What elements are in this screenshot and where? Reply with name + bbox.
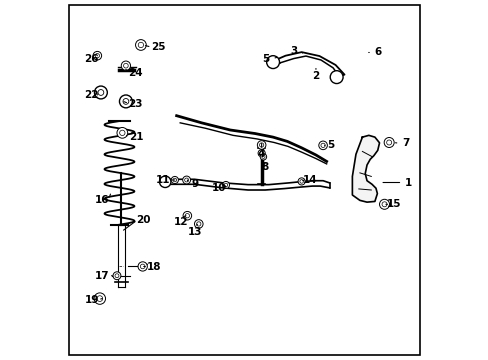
Circle shape	[121, 61, 130, 70]
Circle shape	[94, 293, 105, 304]
Circle shape	[266, 56, 279, 68]
Circle shape	[183, 176, 190, 184]
Circle shape	[138, 262, 147, 271]
Text: 1: 1	[405, 177, 411, 188]
Text: 5: 5	[262, 54, 269, 64]
Circle shape	[194, 220, 203, 228]
Circle shape	[135, 40, 146, 50]
Circle shape	[171, 176, 178, 184]
Text: 19: 19	[84, 295, 99, 305]
Text: 20: 20	[136, 215, 151, 225]
Circle shape	[123, 99, 128, 104]
Circle shape	[183, 211, 191, 220]
Text: 25: 25	[150, 42, 165, 52]
Text: 21: 21	[128, 132, 143, 142]
Circle shape	[95, 54, 99, 58]
Circle shape	[386, 140, 391, 145]
Text: 11: 11	[156, 175, 170, 185]
Circle shape	[257, 141, 265, 149]
Polygon shape	[352, 135, 379, 202]
Circle shape	[224, 183, 227, 187]
Text: 24: 24	[128, 68, 143, 78]
Text: 7: 7	[402, 138, 409, 148]
Circle shape	[97, 296, 102, 301]
Circle shape	[299, 180, 303, 183]
Text: 23: 23	[128, 99, 142, 109]
Text: 16: 16	[95, 195, 109, 204]
Circle shape	[258, 150, 264, 157]
Text: 13: 13	[187, 227, 202, 237]
Text: 12: 12	[173, 217, 188, 227]
Text: 22: 22	[83, 90, 98, 100]
Text: 2: 2	[312, 71, 319, 81]
Circle shape	[115, 274, 119, 278]
Circle shape	[173, 178, 176, 182]
Circle shape	[159, 176, 171, 188]
Text: 18: 18	[147, 262, 162, 272]
Circle shape	[117, 127, 127, 138]
Circle shape	[259, 152, 263, 155]
Circle shape	[379, 199, 389, 209]
Text: 14: 14	[303, 175, 317, 185]
Text: 17: 17	[95, 271, 109, 281]
Circle shape	[320, 143, 325, 148]
Circle shape	[119, 95, 132, 108]
Circle shape	[120, 130, 125, 135]
Text: 10: 10	[212, 183, 226, 193]
Text: 3: 3	[289, 46, 297, 56]
Text: 26: 26	[83, 54, 98, 64]
Circle shape	[329, 71, 343, 84]
Circle shape	[98, 90, 103, 95]
Circle shape	[222, 181, 229, 189]
Circle shape	[259, 143, 263, 147]
Circle shape	[113, 272, 121, 280]
Circle shape	[94, 86, 107, 99]
Circle shape	[318, 141, 326, 150]
Circle shape	[184, 178, 188, 182]
Circle shape	[298, 178, 305, 185]
Text: 6: 6	[374, 48, 381, 58]
Circle shape	[138, 42, 143, 48]
Circle shape	[261, 155, 264, 158]
Circle shape	[123, 63, 128, 68]
Circle shape	[140, 264, 145, 269]
Text: 15: 15	[386, 199, 400, 209]
Text: 9: 9	[192, 179, 199, 189]
Circle shape	[384, 138, 393, 148]
Circle shape	[185, 213, 189, 218]
Circle shape	[196, 222, 201, 226]
Text: 8: 8	[261, 162, 268, 172]
Circle shape	[93, 51, 102, 60]
Text: 4: 4	[258, 149, 265, 159]
Circle shape	[260, 154, 266, 160]
Text: 5: 5	[326, 140, 334, 150]
Circle shape	[381, 202, 386, 207]
